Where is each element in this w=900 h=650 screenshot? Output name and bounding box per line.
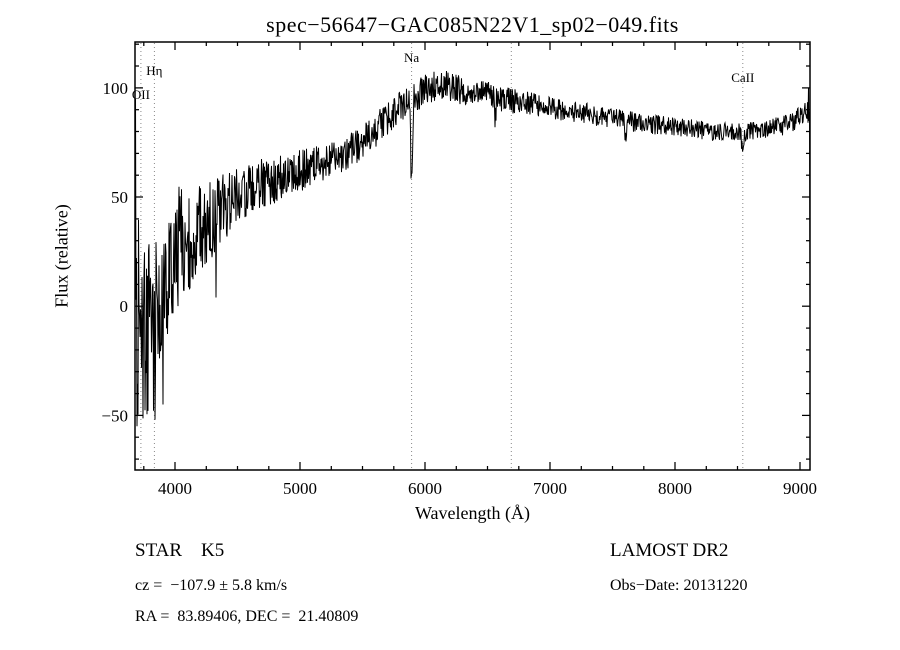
classification-text: STAR K5 <box>135 540 225 561</box>
y-tick-label: −50 <box>101 406 128 425</box>
spectral-line-label-Hη: Hη <box>146 63 163 79</box>
spectral-line-label-CaII: CaII <box>731 69 755 85</box>
x-axis-label: Wavelength (Å) <box>414 503 530 523</box>
y-tick-labels: −50 0 50 100 <box>101 79 129 425</box>
axes-box <box>134 41 811 471</box>
x-tick-label: 5000 <box>283 479 317 498</box>
ra-dec-text: RA = 83.89406, DEC = 21.40809 <box>135 608 359 625</box>
x-tick-label: 4000 <box>158 479 192 498</box>
plot-title: spec−56647−GAC085N22V1_sp02−049.fits <box>266 12 679 37</box>
spectrum-trace <box>135 70 810 427</box>
x-tick-labels: 4000 5000 6000 7000 8000 9000 <box>158 479 817 498</box>
y-tick-label: 0 <box>120 297 129 316</box>
y-tick-label: 50 <box>111 188 128 207</box>
spectral-line-label-OII: OII <box>131 87 150 103</box>
x-tick-label: 6000 <box>408 479 442 498</box>
radial-velocity-text: cz = −107.9 ± 5.8 km/s <box>135 577 288 594</box>
spectral-line-label-Na: Na <box>404 50 420 66</box>
x-tick-label: 9000 <box>783 479 817 498</box>
axis-ticks <box>135 42 810 470</box>
x-tick-label: 7000 <box>533 479 567 498</box>
y-axis-label: Flux (relative) <box>51 204 72 308</box>
y-tick-label: 100 <box>103 79 129 98</box>
spectral-feature-lines <box>140 43 744 469</box>
survey-text: LAMOST DR2 <box>610 540 729 561</box>
obs-date-text: Obs−Date: 20131220 <box>610 577 748 594</box>
x-tick-label: 8000 <box>658 479 692 498</box>
